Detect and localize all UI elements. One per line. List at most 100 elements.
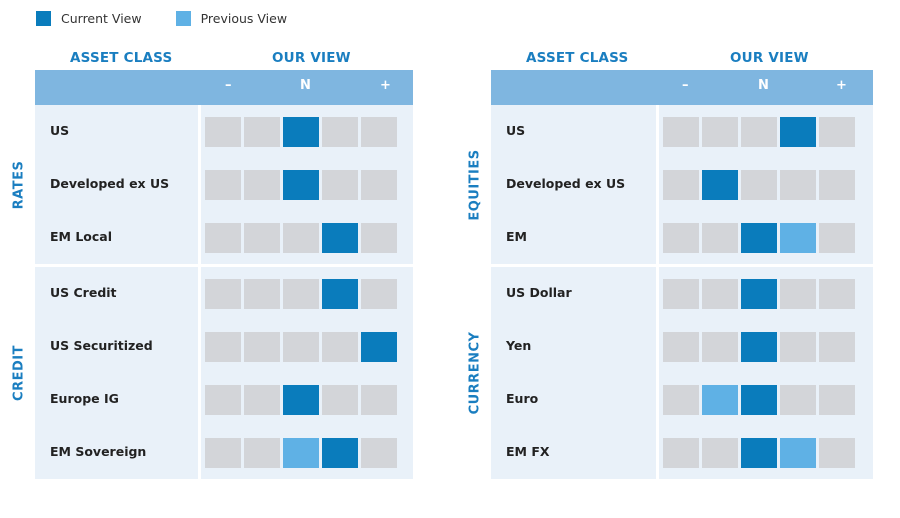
view-cell-current (322, 222, 358, 253)
group-label-column: CURRENCY US Dollar Yen Euro EM FX (468, 267, 659, 479)
scale-neutral: N (300, 78, 311, 93)
view-cell (702, 222, 738, 253)
row-label: US Dollar (506, 285, 572, 300)
view-cell (741, 116, 777, 147)
view-cell (819, 169, 855, 200)
view-cell (283, 222, 319, 253)
group-rates: RATES US Developed ex US EM Local (12, 105, 413, 264)
group-label-column: RATES US Developed ex US EM Local (12, 105, 201, 264)
table-row (201, 211, 413, 264)
row-label: Developed ex US (506, 176, 626, 191)
view-cells (663, 169, 855, 200)
our-view-header: OUR VIEW (730, 50, 809, 66)
view-cell (244, 116, 280, 147)
table-row (201, 105, 413, 158)
view-cell (322, 169, 358, 200)
view-cell (283, 278, 319, 309)
table-row (201, 426, 413, 479)
view-cell (819, 331, 855, 362)
legend-label-current: Current View (61, 11, 142, 26)
view-cell (663, 222, 699, 253)
group-equities: EQUITIES US Developed ex US EM (468, 105, 873, 264)
view-cell-current (741, 331, 777, 362)
view-cell (361, 222, 397, 253)
group-rows (659, 267, 873, 479)
groups-left: RATES US Developed ex US EM Local CREDIT US C… (12, 105, 413, 479)
group-label: CREDIT (11, 345, 27, 401)
view-cells (205, 384, 397, 415)
row-label: EM FX (506, 444, 550, 459)
view-cell-current (741, 437, 777, 468)
view-cell (819, 437, 855, 468)
group-rows (659, 105, 873, 264)
view-cell (663, 331, 699, 362)
panel-right: ASSET CLASS OUR VIEW – N + EQUITIES US Dev… (468, 48, 873, 479)
view-cell (702, 278, 738, 309)
view-cell-current (741, 384, 777, 415)
view-cell-current (702, 169, 738, 200)
view-cell-previous (780, 437, 816, 468)
view-cell (361, 116, 397, 147)
group-label: CURRENCY (467, 331, 483, 415)
view-cell (205, 331, 241, 362)
row-label: US (50, 123, 70, 138)
view-cell (780, 169, 816, 200)
panel-left: ASSET CLASS OUR VIEW – N + RATES US Develo… (12, 48, 413, 479)
legend-swatch-previous (175, 11, 191, 26)
view-cell-previous (780, 222, 816, 253)
group-label: RATES (11, 160, 27, 209)
view-cell (663, 384, 699, 415)
view-cell (283, 331, 319, 362)
view-cells (663, 331, 855, 362)
view-cell (780, 278, 816, 309)
view-cell-previous (702, 384, 738, 415)
view-cell-previous (283, 437, 319, 468)
scale-plus: + (836, 78, 847, 93)
table-row (659, 158, 873, 211)
table-row (659, 373, 873, 426)
table-row (201, 373, 413, 426)
view-cells (663, 384, 855, 415)
view-cell (663, 437, 699, 468)
view-cell (322, 331, 358, 362)
row-label: US Credit (50, 285, 117, 300)
group-credit: CREDIT US Credit US Securitized Europe IG EM… (12, 264, 413, 479)
row-label: EM (506, 229, 527, 244)
view-cell-current (741, 222, 777, 253)
legend-swatch-current (36, 11, 51, 26)
view-cell (244, 169, 280, 200)
view-cells (205, 437, 397, 468)
row-label: US Securitized (50, 338, 153, 353)
view-cells (205, 116, 397, 147)
table-row (201, 267, 413, 320)
view-cell (819, 278, 855, 309)
view-cell (819, 116, 855, 147)
view-cell (244, 437, 280, 468)
table-row (201, 320, 413, 373)
scale-minus: – (225, 78, 232, 93)
view-cell-current (283, 169, 319, 200)
view-cells (205, 169, 397, 200)
view-cells (663, 116, 855, 147)
group-rows (201, 267, 413, 479)
legend-item-current: Current View (36, 11, 142, 26)
view-cell (361, 437, 397, 468)
group-rows (201, 105, 413, 264)
asset-class-header: ASSET CLASS (526, 50, 629, 66)
row-label: Developed ex US (50, 176, 170, 191)
view-cell (702, 437, 738, 468)
row-label: Europe IG (50, 391, 119, 406)
column-headers: ASSET CLASS OUR VIEW (491, 48, 873, 70)
view-cell (741, 169, 777, 200)
view-cell (702, 331, 738, 362)
view-cell (819, 222, 855, 253)
scale-plus: + (380, 78, 391, 93)
table-row (201, 158, 413, 211)
view-cell (205, 222, 241, 253)
legend-item-previous: Previous View (175, 11, 287, 26)
view-cell (244, 331, 280, 362)
view-cell (361, 384, 397, 415)
view-cell (244, 278, 280, 309)
view-cell (663, 116, 699, 147)
groups-right: EQUITIES US Developed ex US EM CURRENCY US Do… (468, 105, 873, 479)
